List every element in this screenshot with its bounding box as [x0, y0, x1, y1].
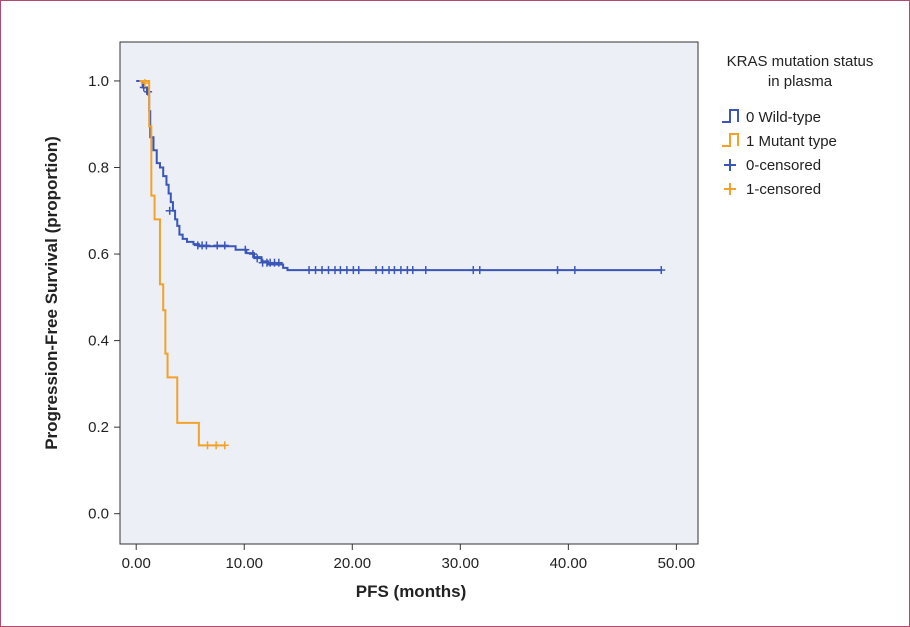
series-layer — [136, 79, 666, 450]
y-tick-label: 0.2 — [88, 419, 109, 436]
plot-area — [119, 41, 699, 545]
y-axis-title: Progression-Free Survival (proportion) — [42, 136, 61, 450]
wild-type-censor-mark — [657, 266, 666, 275]
legend-label: 1-censored — [746, 181, 821, 198]
legend: KRAS mutation status in plasma 0 Wild-ty… — [722, 53, 873, 198]
legend-label: 0 Wild-type — [746, 109, 821, 126]
wild-type-censor-mark — [475, 266, 484, 275]
x-axis: 0.00 10.00 20.00 30.00 40.00 50.00 — [122, 544, 696, 572]
mutant-type-censor-mark — [203, 441, 212, 450]
legend-item: 1-censored — [724, 181, 821, 198]
legend-title-line-1: KRAS mutation status — [727, 53, 874, 70]
y-tick-label: 0.8 — [88, 160, 109, 177]
x-tick-label: 0.00 — [122, 555, 151, 572]
x-tick-label: 40.00 — [550, 555, 588, 572]
legend-item: 1 Mutant type — [722, 133, 837, 150]
wild-type-censor-mark — [144, 87, 153, 96]
wild-type-censor-mark — [408, 266, 417, 275]
wild-type-censor-mark — [139, 83, 148, 92]
mutant-type-censor-mark — [212, 441, 221, 450]
legend-item: 0-censored — [724, 157, 821, 174]
legend-item: 0 Wild-type — [722, 109, 821, 126]
wild-type-censor-mark — [570, 266, 579, 275]
wild-type-censor-mark — [213, 241, 222, 250]
legend-line-symbol — [722, 109, 739, 123]
x-tick-label: 20.00 — [334, 555, 372, 572]
x-tick-label: 10.00 — [225, 555, 263, 572]
wild-type-censor-mark — [553, 266, 562, 275]
mutant-type-censor-mark — [140, 79, 149, 88]
y-tick-label: 0.0 — [88, 506, 109, 523]
wild-type-censor-mark — [241, 245, 250, 254]
legend-line-symbol — [722, 133, 739, 147]
wild-type-censor-mark — [248, 250, 257, 259]
x-axis-title: PFS (months) — [356, 582, 467, 601]
wild-type-survival-line — [136, 79, 662, 272]
y-tick-label: 1.0 — [88, 73, 109, 90]
y-tick-label: 0.6 — [88, 246, 109, 263]
wild-type-censor-mark — [253, 254, 262, 263]
legend-title-line-2: in plasma — [768, 73, 833, 90]
wild-type-censor-mark — [274, 258, 283, 267]
wild-type-censor-mark — [354, 266, 363, 275]
y-axis: 0.0 0.2 0.4 0.6 0.8 1.0 — [88, 73, 120, 523]
y-tick-label: 0.4 — [88, 333, 109, 350]
x-tick-label: 30.00 — [442, 555, 480, 572]
x-tick-label: 50.00 — [658, 555, 696, 572]
mutant-type-censor-mark — [220, 441, 229, 450]
legend-label: 1 Mutant type — [746, 133, 837, 150]
mutant-type-survival-line — [139, 79, 225, 447]
legend-label: 0-censored — [746, 157, 821, 174]
wild-type-censor-mark — [220, 241, 229, 250]
wild-type-censor-mark — [421, 266, 430, 275]
wild-type-censor-mark — [165, 206, 174, 215]
wild-type-censor-mark — [202, 241, 211, 250]
